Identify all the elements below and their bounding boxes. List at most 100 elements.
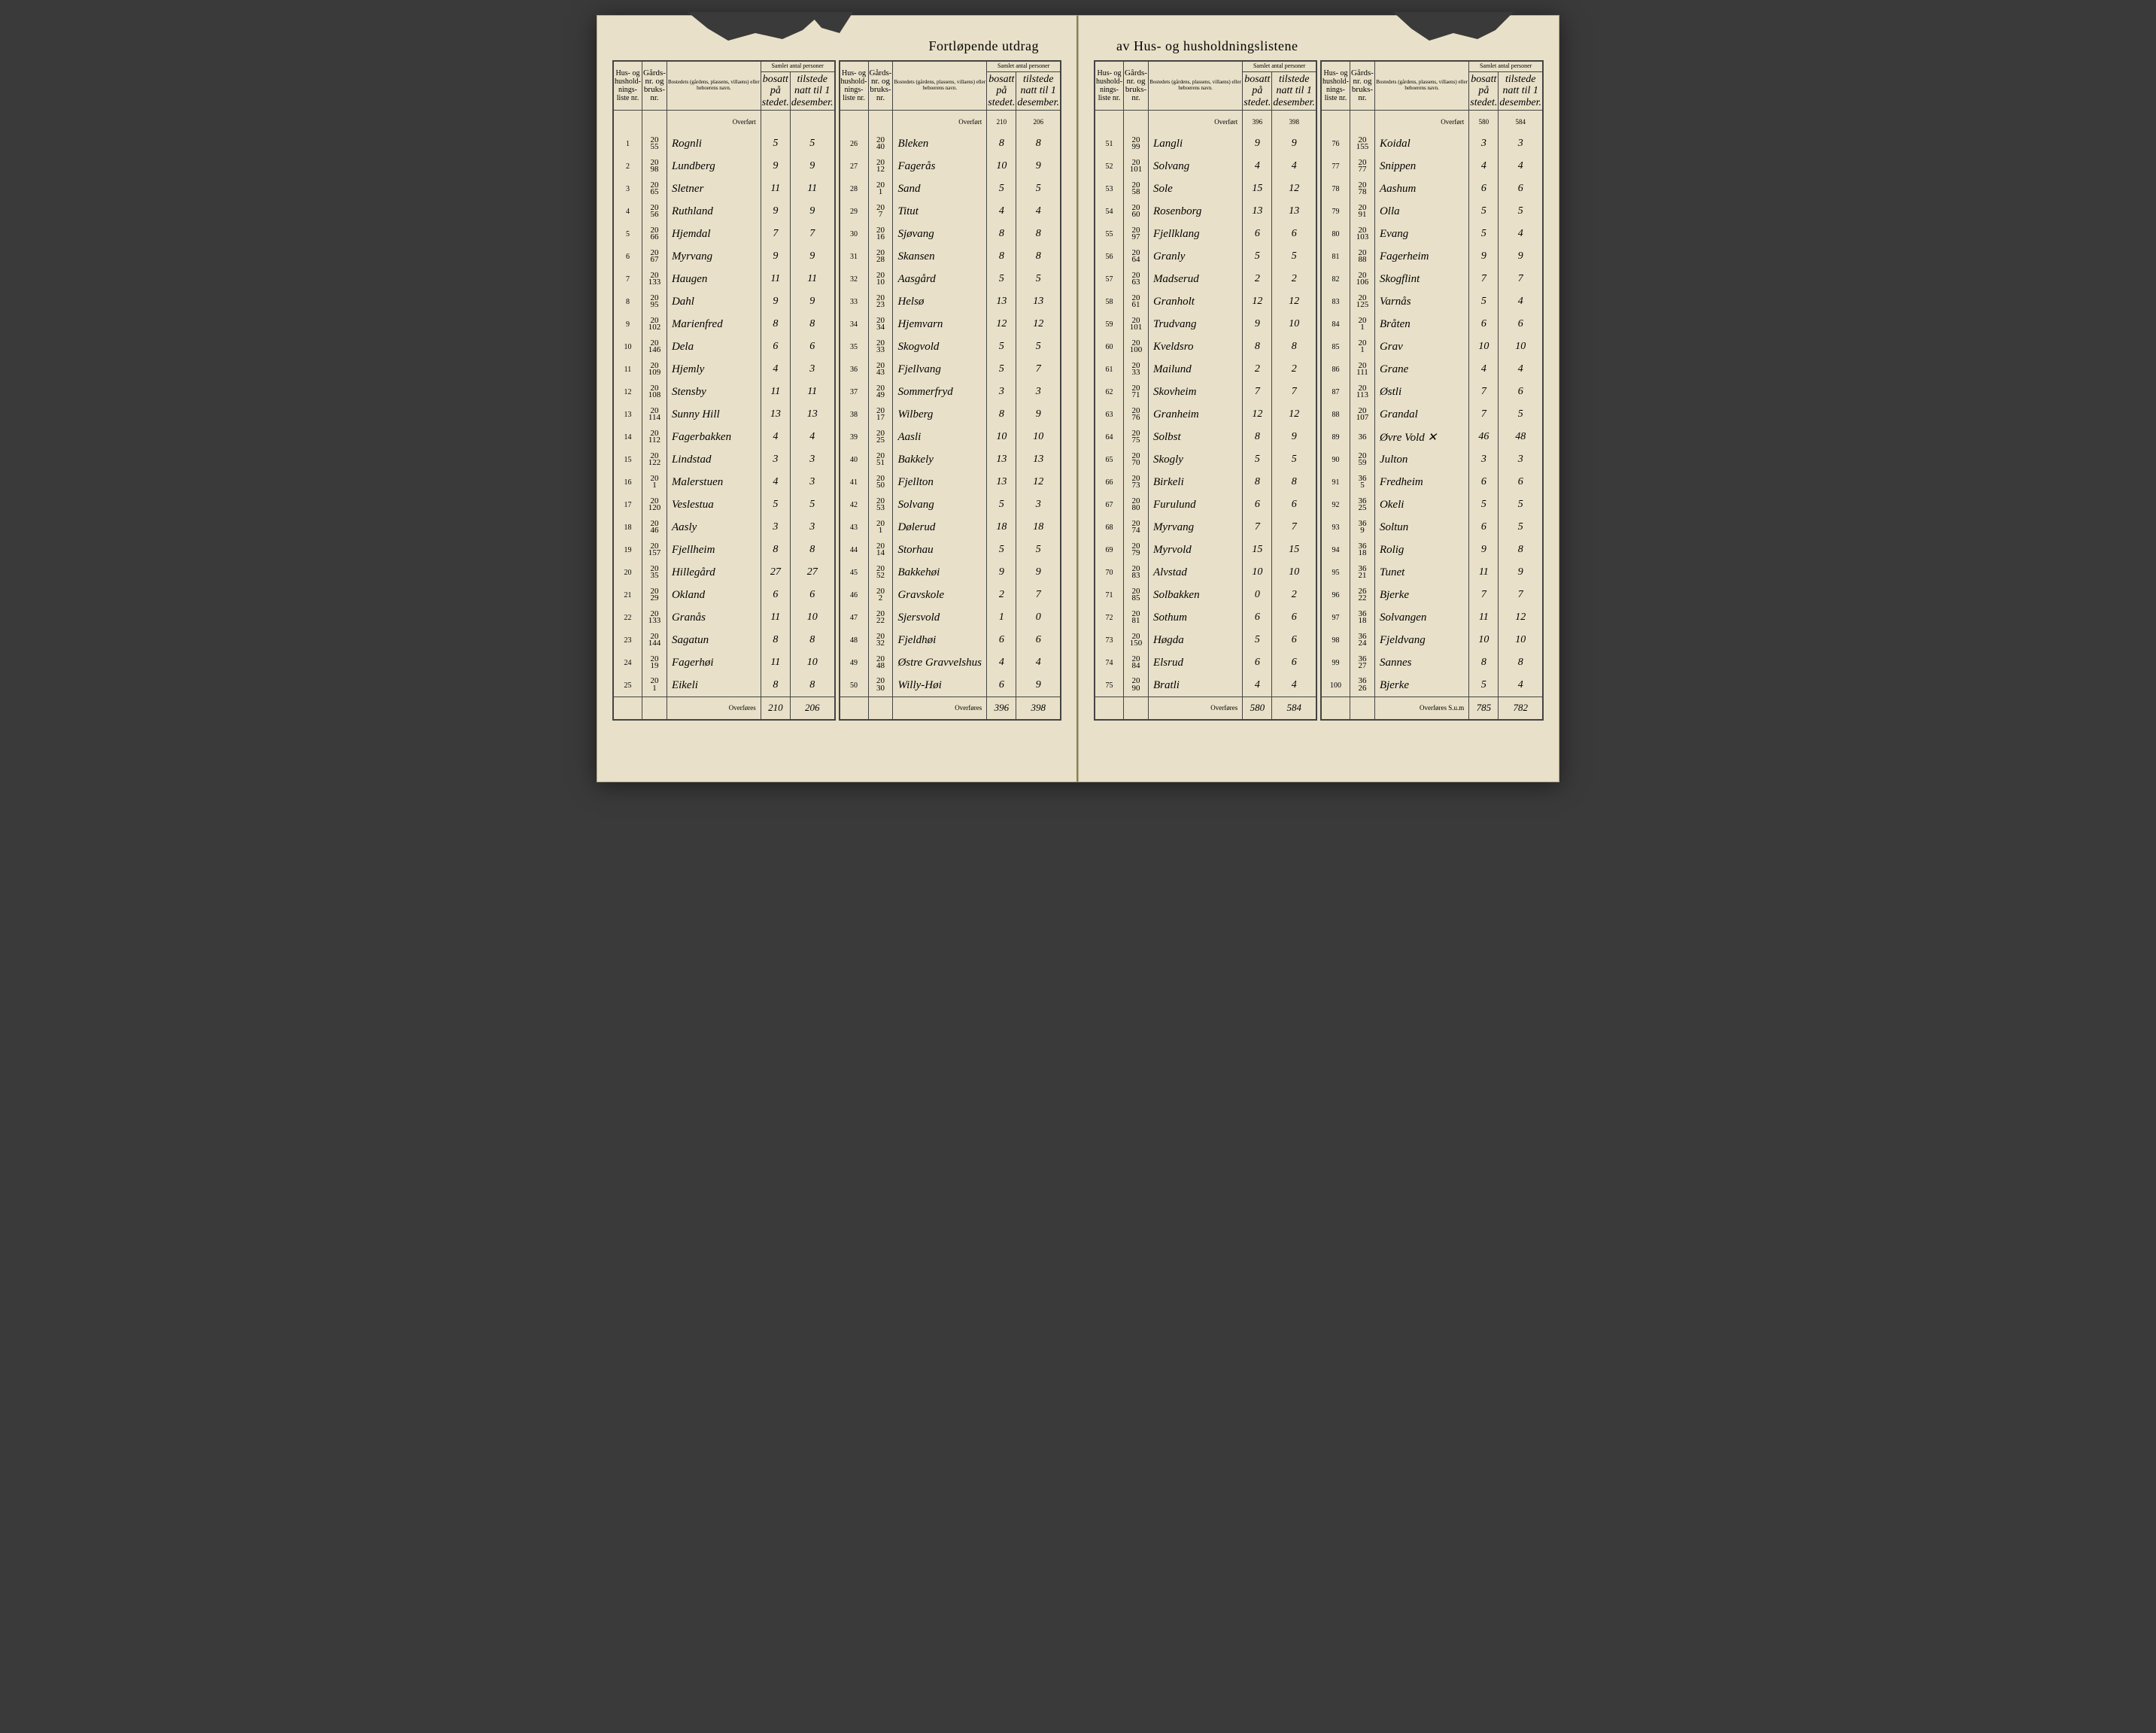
col-header-gardnr: Gårds-nr. og bruks-nr. — [642, 62, 667, 111]
carry-out-tilstede: 782 — [1499, 697, 1543, 719]
cell-tilstede: 5 — [1016, 539, 1061, 561]
cell-tilstede: 4 — [1272, 155, 1316, 178]
cell-listnr: 100 — [1322, 674, 1350, 697]
cell-gardnr: 207 — [868, 200, 893, 223]
cell-listnr: 73 — [1095, 629, 1124, 651]
cell-tilstede: 8 — [1016, 223, 1061, 245]
col-header-personer: Samlet antal personer — [761, 62, 834, 72]
cell-gardnr: 20106 — [1350, 268, 1375, 290]
cell-bosatt: 6 — [1469, 516, 1499, 539]
cell-gardnr: 2040 — [868, 132, 893, 155]
cell-gardnr: 2077 — [1350, 155, 1375, 178]
cell-listnr: 42 — [840, 493, 868, 516]
cell-listnr: 69 — [1095, 539, 1124, 561]
cell-navn: Granholt — [1148, 290, 1242, 313]
cell-tilstede: 12 — [1272, 403, 1316, 426]
cell-gardnr: 2046 — [642, 516, 667, 539]
ledger-row: 80 20103 Evang 5 4 — [1322, 223, 1543, 245]
ledger-row: 7 20133 Haugen 11 11 — [614, 268, 835, 290]
cell-listnr: 9 — [614, 313, 642, 335]
cell-gardnr: 20146 — [642, 335, 667, 358]
cell-tilstede: 12 — [1272, 178, 1316, 200]
cell-tilstede: 5 — [1499, 200, 1543, 223]
cell-navn: Marienfred — [667, 313, 761, 335]
cell-gardnr: 201 — [868, 516, 893, 539]
ledger-table: Hus- og hushold-nings-liste nr. Gårds-nr… — [1321, 61, 1543, 720]
carry-in-tilstede: 584 — [1499, 110, 1543, 132]
cell-gardnr: 2053 — [868, 493, 893, 516]
cell-navn: Solbst — [1148, 426, 1242, 448]
ledger-row: 58 2061 Granholt 12 12 — [1095, 290, 1316, 313]
ledger-row: 20 2035 Hillegård 27 27 — [614, 561, 835, 584]
cell-bosatt: 4 — [761, 426, 790, 448]
cell-listnr: 67 — [1095, 493, 1124, 516]
cell-tilstede: 11 — [790, 381, 834, 403]
cell-bosatt: 11 — [1469, 561, 1499, 584]
cell-navn: Myrvold — [1148, 539, 1242, 561]
col-header-tilstede: tilstede natt til 1 desember. — [790, 71, 834, 110]
cell-bosatt: 5 — [761, 493, 790, 516]
carry-in-label: Overført — [667, 110, 761, 132]
cell-tilstede: 7 — [1016, 584, 1061, 606]
ledger-row: 69 2079 Myrvold 15 15 — [1095, 539, 1316, 561]
cell-gardnr: 201 — [1350, 335, 1375, 358]
cell-listnr: 43 — [840, 516, 868, 539]
cell-listnr: 61 — [1095, 358, 1124, 381]
cell-tilstede: 9 — [790, 200, 834, 223]
cell-navn: Skogvold — [893, 335, 987, 358]
cell-tilstede: 6 — [1272, 223, 1316, 245]
cell-tilstede: 7 — [790, 223, 834, 245]
ledger-row: 2 2098 Lundberg 9 9 — [614, 155, 835, 178]
cell-bosatt: 6 — [1243, 223, 1272, 245]
ledger-row: 11 20109 Hjemly 4 3 — [614, 358, 835, 381]
cell-gardnr: 2016 — [868, 223, 893, 245]
cell-listnr: 5 — [614, 223, 642, 245]
cell-gardnr: 2067 — [642, 245, 667, 268]
cell-bosatt: 8 — [761, 539, 790, 561]
cell-listnr: 6 — [614, 245, 642, 268]
ledger-row: 32 2010 Aasgård 5 5 — [840, 268, 1061, 290]
ledger-row: 29 207 Titut 4 4 — [840, 200, 1061, 223]
cell-listnr: 68 — [1095, 516, 1124, 539]
cell-bosatt: 1 — [987, 606, 1016, 629]
cell-gardnr: 201 — [642, 471, 667, 493]
ledger-row: 31 2028 Skansen 8 8 — [840, 245, 1061, 268]
ledger-row: 35 2033 Skogvold 5 5 — [840, 335, 1061, 358]
cell-tilstede: 10 — [790, 606, 834, 629]
cell-gardnr: 20133 — [642, 268, 667, 290]
cell-bosatt: 13 — [987, 448, 1016, 471]
cell-gardnr: 2071 — [1124, 381, 1149, 403]
cell-gardnr: 2099 — [1124, 132, 1149, 155]
cell-navn: Lindstad — [667, 448, 761, 471]
cell-gardnr: 20102 — [642, 313, 667, 335]
carry-out-bosatt: 210 — [761, 697, 790, 719]
cell-navn: Sand — [893, 178, 987, 200]
cell-tilstede: 6 — [1016, 629, 1061, 651]
cell-bosatt: 5 — [761, 132, 790, 155]
page-title-right: av Hus- og husholdningslistene — [1094, 38, 1544, 54]
column-4: Hus- og hushold-nings-liste nr. Gårds-nr… — [1320, 60, 1544, 721]
cell-gardnr: 201 — [1350, 313, 1375, 335]
cell-navn: Solvang — [1148, 155, 1242, 178]
cell-bosatt: 5 — [987, 539, 1016, 561]
cell-tilstede: 8 — [1272, 471, 1316, 493]
cell-listnr: 57 — [1095, 268, 1124, 290]
cell-listnr: 45 — [840, 561, 868, 584]
cell-listnr: 77 — [1322, 155, 1350, 178]
cell-gardnr: 202 — [868, 584, 893, 606]
cell-gardnr: 20112 — [642, 426, 667, 448]
cell-bosatt: 8 — [1243, 426, 1272, 448]
cell-navn: Alvstad — [1148, 561, 1242, 584]
cell-gardnr: 2025 — [868, 426, 893, 448]
cell-navn: Furulund — [1148, 493, 1242, 516]
cell-gardnr: 3618 — [1350, 606, 1375, 629]
cell-gardnr: 20107 — [1350, 403, 1375, 426]
cell-bosatt: 8 — [761, 629, 790, 651]
cell-gardnr: 2075 — [1124, 426, 1149, 448]
cell-listnr: 35 — [840, 335, 868, 358]
cell-navn: Wilberg — [893, 403, 987, 426]
cell-gardnr: 2048 — [868, 651, 893, 674]
cell-listnr: 91 — [1322, 471, 1350, 493]
cell-listnr: 54 — [1095, 200, 1124, 223]
cell-tilstede: 10 — [1499, 335, 1543, 358]
